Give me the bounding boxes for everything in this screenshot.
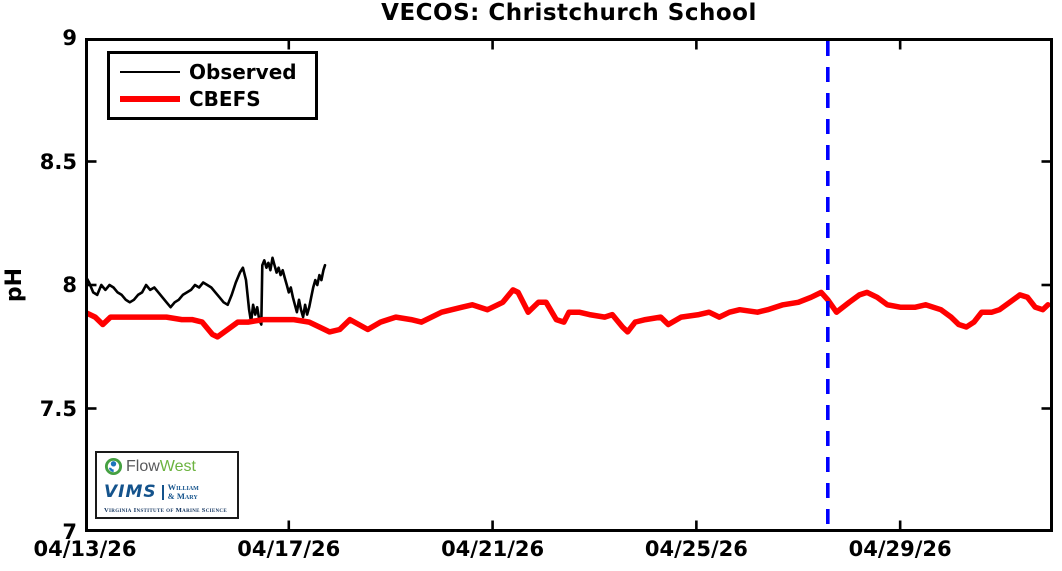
flowwest-icon xyxy=(104,457,123,476)
chart-title: VECOS: Christchurch School xyxy=(381,0,757,26)
x-tick-label: 04/13/26 xyxy=(33,537,137,561)
y-tick-label: 7 xyxy=(62,520,77,544)
y-tick-label: 8.5 xyxy=(39,149,77,174)
wm-line-2: & Mary xyxy=(167,491,198,501)
y-tick-label: 8 xyxy=(62,273,77,297)
cbefs-line-swatch xyxy=(120,96,180,102)
vims-wordmark: VIMS xyxy=(104,481,157,502)
x-tick-label: 04/17/26 xyxy=(237,537,341,561)
x-tick-label: 04/29/26 xyxy=(848,537,952,561)
legend: Observed CBEFS xyxy=(107,51,318,120)
y-axis-tick-labels: 9 8.5 8 7.5 7 xyxy=(0,0,77,571)
y-tick-label: 9 xyxy=(62,26,77,50)
flowwest-text-west: West xyxy=(159,457,196,475)
flowwest-logo: Flow West xyxy=(104,457,230,476)
wm-line-1: William xyxy=(167,482,199,493)
legend-label-observed: Observed xyxy=(189,60,297,84)
vims-divider xyxy=(161,484,164,500)
vims-logo: VIMS William & Mary xyxy=(104,483,230,501)
william-and-mary-text: William & Mary xyxy=(168,483,199,501)
x-tick-label: 04/25/26 xyxy=(644,537,748,561)
plot-canvas xyxy=(85,38,1053,532)
flowwest-text-flow: Flow xyxy=(126,457,160,475)
plot-area xyxy=(85,38,1053,532)
vims-subtitle: Virginia Institute of Marine Science xyxy=(104,507,227,514)
x-axis-tick-labels: 04/13/26 04/17/26 04/21/26 04/25/26 04/29/26 xyxy=(33,537,1053,567)
y-tick-label: 7.5 xyxy=(39,396,77,421)
legend-item-cbefs: CBEFS xyxy=(120,87,305,111)
series-line-observed xyxy=(85,256,327,326)
legend-item-observed: Observed xyxy=(120,60,305,84)
observed-line-swatch xyxy=(120,70,180,74)
legend-label-cbefs: CBEFS xyxy=(189,87,261,111)
x-tick-label: 04/21/26 xyxy=(441,537,545,561)
series-line-cbefs xyxy=(85,287,1051,340)
branding-box: Flow West VIMS William & Mary Virginia In… xyxy=(95,451,239,519)
